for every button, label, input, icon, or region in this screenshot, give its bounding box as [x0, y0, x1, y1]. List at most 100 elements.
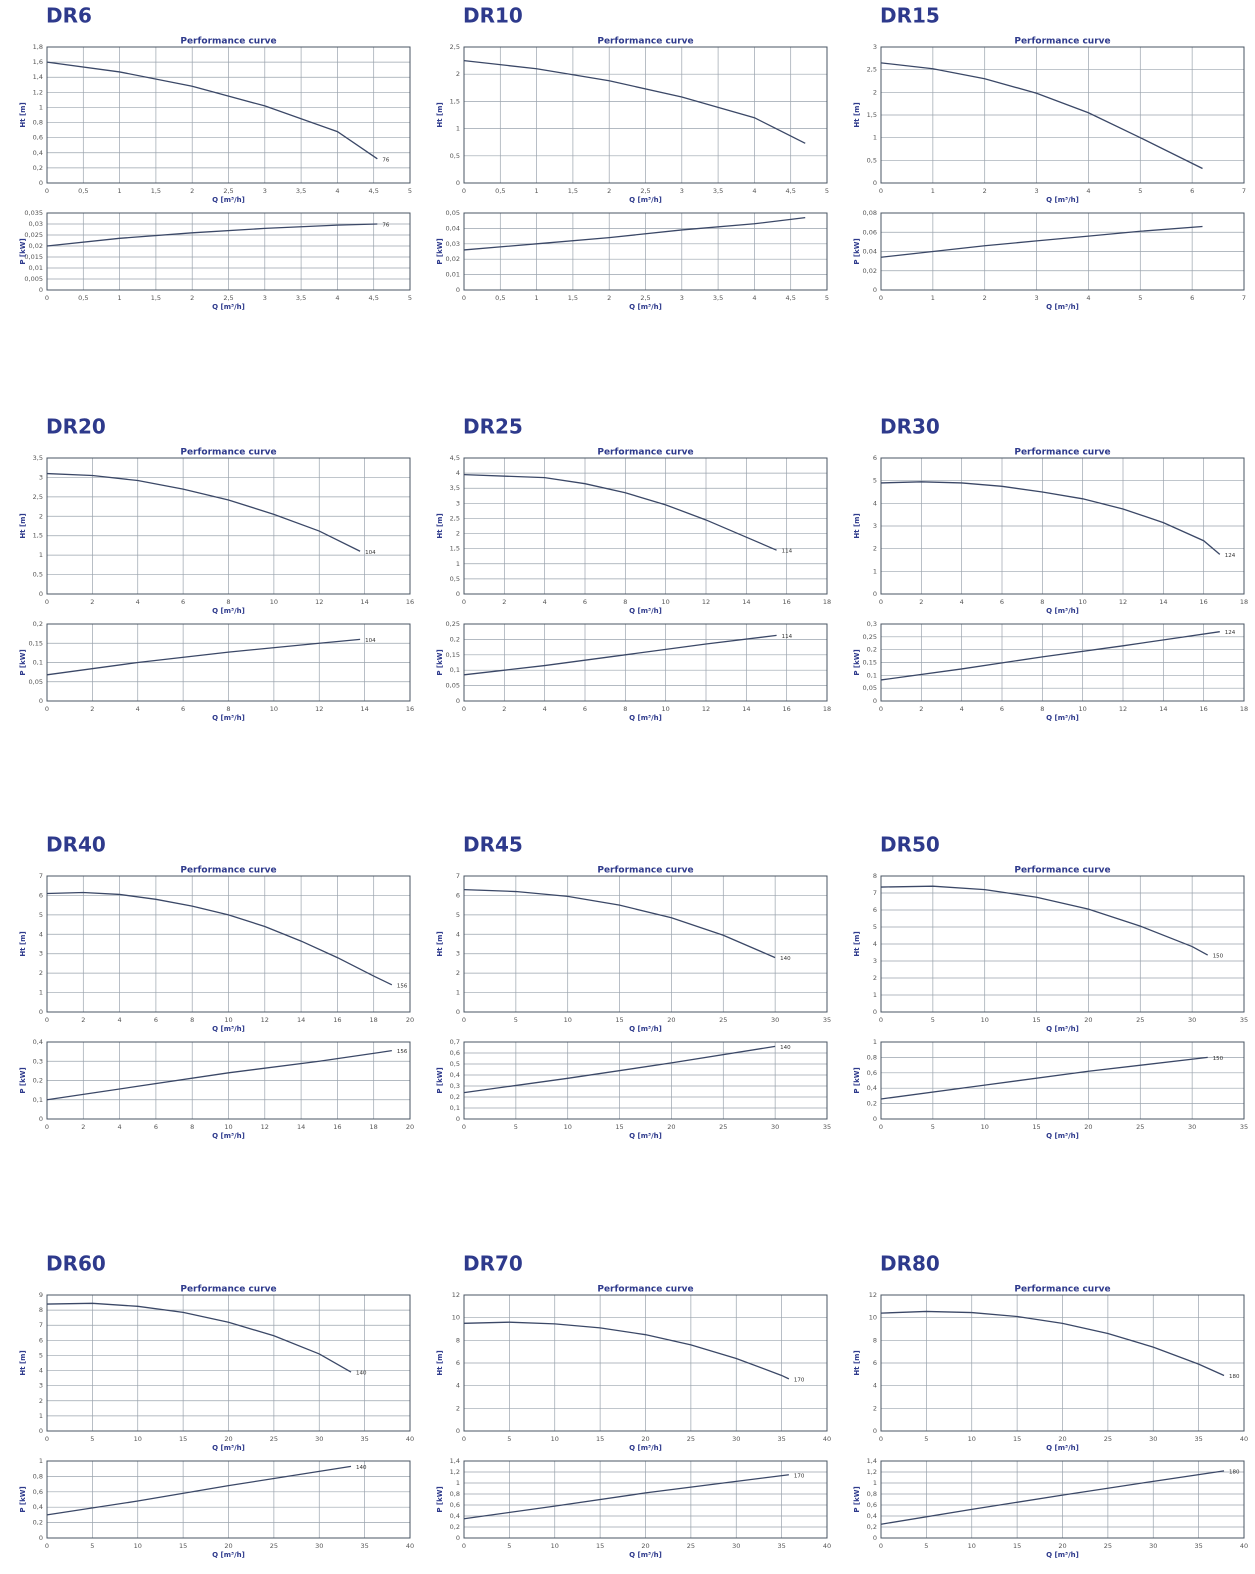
y-tick-label: 2,5: [867, 66, 877, 74]
x-tick-label: 35: [1240, 1016, 1248, 1024]
x-tick-label: 0: [879, 1542, 883, 1550]
x-tick-label: 4: [335, 187, 339, 195]
y-tick-label: 0: [873, 1008, 877, 1016]
y-tick-label: 0: [39, 1115, 43, 1123]
end-label: 124: [1225, 630, 1236, 636]
x-tick-label: 8: [1040, 705, 1044, 713]
plot-frame: [880, 623, 1245, 702]
performance-curve: [463, 216, 806, 251]
x-tick-label: 30: [1149, 1435, 1157, 1443]
x-tick-label: 6: [1000, 705, 1004, 713]
y-tick-label: 2,5: [450, 514, 460, 522]
x-tick-label: 5: [90, 1542, 94, 1550]
y-tick-label: 0,06: [863, 228, 877, 236]
y-axis-label: P [kW]: [853, 238, 861, 264]
y-axis-label: Ht [m]: [19, 102, 27, 127]
x-tick-label: 0: [879, 187, 883, 195]
x-axis-label: Q [m³/h]: [1046, 1025, 1079, 1033]
y-tick-label: 1: [456, 989, 460, 997]
x-tick-label: 25: [719, 1016, 727, 1024]
y-tick-label: 0,25: [446, 620, 460, 628]
x-axis-label: Q [m³/h]: [629, 607, 662, 615]
x-tick-label: 25: [1104, 1542, 1112, 1550]
x-tick-label: 8: [190, 1016, 194, 1024]
x-tick-label: 3,5: [713, 294, 723, 302]
y-tick-label: 0,3: [33, 1057, 43, 1065]
x-tick-label: 2,5: [223, 294, 233, 302]
x-tick-label: 12: [261, 1123, 269, 1131]
y-tick-label: 10: [452, 1314, 460, 1322]
x-tick-label: 2: [983, 294, 987, 302]
panel-subtitle: Performance curve: [597, 448, 693, 458]
y-tick-label: 0,08: [863, 209, 877, 217]
x-tick-label: 6: [181, 598, 185, 606]
y-tick-label: 0,035: [24, 209, 43, 217]
performance-curve: [463, 59, 806, 144]
y-tick-label: 3: [456, 950, 460, 958]
y-tick-label: 1: [456, 125, 460, 133]
y-tick-label: 0,1: [867, 671, 877, 679]
x-tick-label: 4,5: [369, 187, 379, 195]
y-tick-label: 5: [39, 1351, 43, 1359]
y-tick-label: 0,02: [446, 255, 460, 263]
y-tick-label: 0: [456, 1008, 460, 1016]
end-label: 104: [365, 638, 376, 644]
x-tick-label: 14: [1159, 705, 1167, 713]
x-tick-label: 2: [919, 598, 923, 606]
x-tick-label: 25: [719, 1123, 727, 1131]
x-tick-label: 14: [742, 705, 750, 713]
y-tick-label: 3: [873, 957, 877, 965]
x-tick-label: 10: [224, 1123, 232, 1131]
panel-subtitle: Performance curve: [1014, 37, 1110, 47]
x-tick-label: 35: [1240, 1123, 1248, 1131]
end-label: 140: [356, 1371, 367, 1377]
y-tick-label: 2: [456, 1404, 460, 1412]
x-tick-label: 40: [406, 1542, 414, 1550]
plot-frame: [463, 875, 828, 1013]
x-tick-label: 4: [752, 187, 756, 195]
panel-title: DR45: [463, 833, 523, 857]
y-tick-label: 10: [869, 1314, 877, 1322]
plot-frame: [46, 1041, 411, 1120]
plot-frame: [463, 457, 828, 595]
x-tick-label: 4: [752, 294, 756, 302]
x-tick-label: 2: [81, 1123, 85, 1131]
x-axis-label: Q [m³/h]: [1046, 1551, 1079, 1559]
x-tick-label: 20: [224, 1435, 232, 1443]
x-axis-label: Q [m³/h]: [212, 1132, 245, 1140]
x-tick-label: 14: [297, 1123, 305, 1131]
x-tick-label: 0: [879, 1123, 883, 1131]
y-tick-label: 0: [39, 590, 43, 598]
y-axis-label: Ht [m]: [436, 931, 444, 956]
y-tick-label: 7: [873, 889, 877, 897]
y-tick-label: 2: [456, 969, 460, 977]
y-tick-label: 0: [39, 179, 43, 187]
x-tick-label: 14: [360, 705, 368, 713]
x-tick-label: 2,5: [223, 187, 233, 195]
x-tick-label: 8: [623, 598, 627, 606]
x-tick-label: 8: [226, 705, 230, 713]
y-axis-label: Ht [m]: [19, 513, 27, 538]
y-tick-label: 0: [39, 1427, 43, 1435]
x-axis-label: Q [m³/h]: [1046, 714, 1079, 722]
end-label: 180: [1229, 1469, 1240, 1475]
end-label: 124: [1225, 553, 1236, 559]
y-tick-label: 2,5: [450, 43, 460, 51]
x-tick-label: 4: [118, 1016, 122, 1024]
x-tick-label: 10: [662, 598, 670, 606]
performance-curve: [880, 225, 1203, 258]
end-label: 104: [365, 550, 376, 556]
x-tick-label: 12: [315, 598, 323, 606]
end-label: 170: [794, 1377, 805, 1383]
panel-subtitle: Performance curve: [1014, 1285, 1110, 1295]
panel-title: DR30: [880, 415, 940, 439]
y-tick-label: 1: [456, 1479, 460, 1487]
y-tick-label: 0,02: [863, 267, 877, 275]
x-tick-label: 8: [226, 598, 230, 606]
y-axis-label: P [kW]: [19, 1486, 27, 1512]
x-tick-label: 0: [462, 598, 466, 606]
y-tick-label: 12: [452, 1291, 460, 1299]
performance-curve: [463, 1474, 789, 1520]
x-tick-label: 16: [1200, 598, 1208, 606]
